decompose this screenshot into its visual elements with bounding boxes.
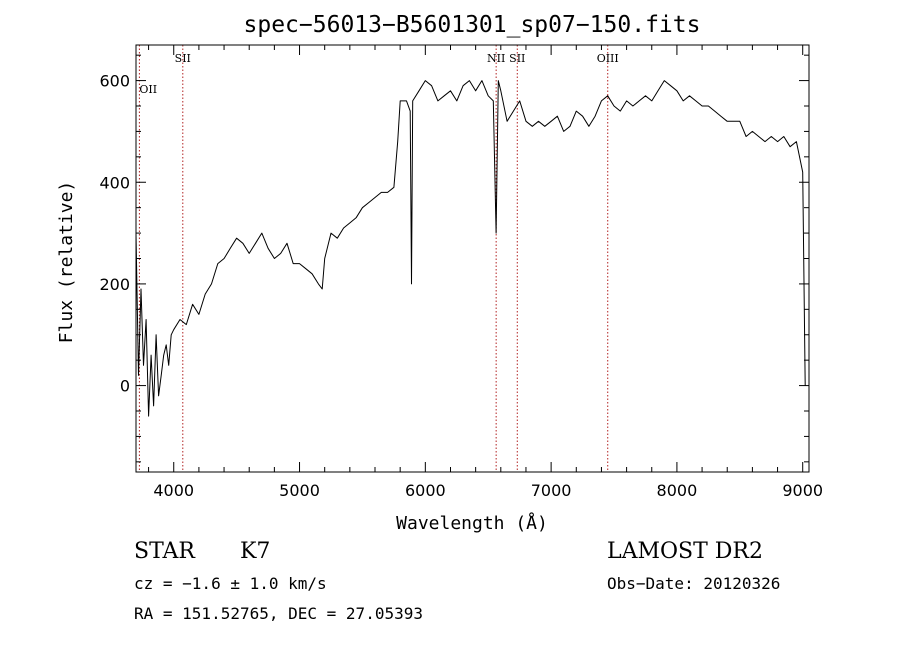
spectrum-line-0	[135, 80, 806, 417]
line-marker-label-3: SII	[509, 52, 525, 65]
y-tick-label-1: 200	[99, 275, 130, 294]
redshift-text: cz = −1.6 ± 1.0 km/s	[134, 574, 327, 593]
x-tick-label-2: 6000	[405, 481, 446, 500]
emission-line-markers: OII SII NII SII OIII	[138, 45, 619, 472]
x-tick-label-1: 5000	[279, 481, 320, 500]
line-marker-label-0: OII	[139, 83, 157, 96]
y-tick-label-0: 0	[120, 377, 130, 396]
observation-date: Obs−Date: 20120326	[607, 574, 780, 593]
x-axis-label: Wavelength (Å)	[396, 512, 548, 534]
survey-name: LAMOST DR2	[607, 539, 763, 564]
x-tick-label-0: 4000	[153, 481, 194, 500]
x-tick-label-4: 8000	[657, 481, 698, 500]
chart-title: spec−56013−B5601301_sp07−150.fits	[244, 12, 701, 38]
line-marker-label-4: OIII	[597, 52, 619, 65]
plot-frame	[135, 44, 810, 473]
y-tick-label-3: 600	[99, 72, 130, 91]
line-marker-label-2: NII	[487, 52, 505, 65]
object-class: STAR	[134, 539, 196, 564]
x-tick-label-3: 7000	[531, 481, 572, 500]
series-layer	[135, 80, 806, 417]
object-subclass: K7	[240, 539, 270, 564]
coordinates-text: RA = 151.52765, DEC = 27.05393	[134, 604, 423, 623]
x-tick-label-5: 9000	[782, 481, 823, 500]
y-axis-label: Flux (relative)	[56, 181, 77, 344]
line-marker-label-1: SII	[175, 52, 191, 65]
axis-ticks: 4000 5000 6000 7000 8000 9000 0 200 400 600	[99, 45, 823, 500]
y-tick-label-2: 400	[99, 173, 130, 192]
